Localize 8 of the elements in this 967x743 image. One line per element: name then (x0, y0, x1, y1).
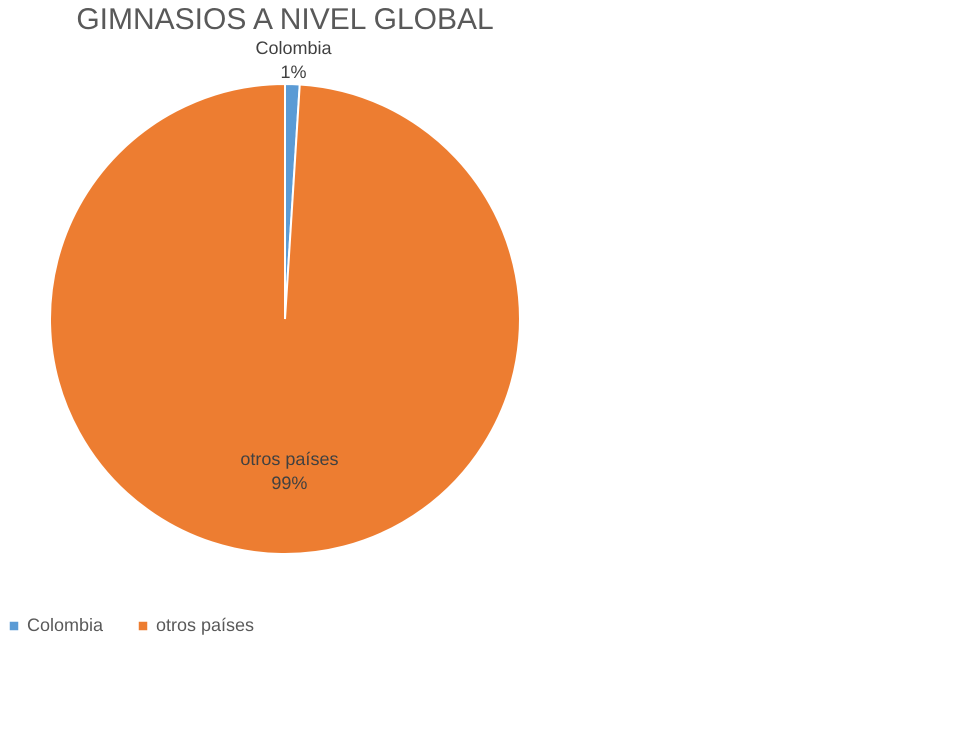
slice-label: otros países (240, 448, 338, 469)
legend-label: Colombia (27, 615, 104, 635)
chart-title: GIMNASIOS A NIVEL GLOBAL (76, 3, 494, 36)
data-label: 99% (271, 472, 308, 493)
legend-label: otros países (156, 615, 254, 635)
pie-slice (49, 83, 521, 555)
slice-label: Colombia (255, 38, 332, 58)
data-label: 1% (280, 62, 306, 82)
